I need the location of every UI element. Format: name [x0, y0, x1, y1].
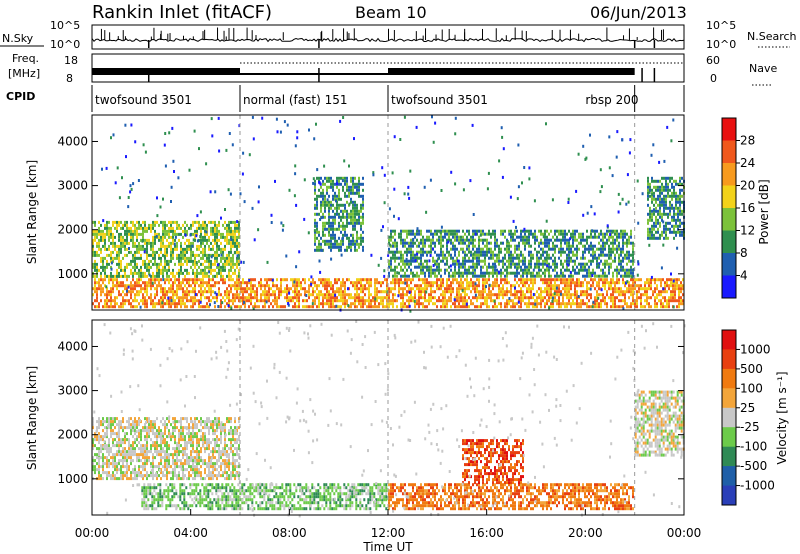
- freq-label-2: [MHz]: [8, 67, 40, 80]
- y-tick-label: 1000: [57, 267, 88, 281]
- x-tick-label: 00:00: [75, 526, 110, 540]
- colorbar-tick: 1000: [740, 342, 771, 356]
- colorbar-tick: 8: [740, 246, 748, 260]
- beam-title: Beam 10: [355, 3, 427, 22]
- colorbar-tick: 100: [740, 381, 763, 395]
- date-title: 06/Jun/2013: [590, 3, 687, 22]
- x-tick-label: 08:00: [272, 526, 307, 540]
- power-heatmap: [92, 115, 685, 313]
- y-tick-label: 1000: [57, 472, 88, 486]
- colorbar-tick: 25: [740, 401, 755, 415]
- nsky-tick-right-bottom: 10^0: [706, 38, 736, 51]
- nsky-tick-bottom: 10^0: [50, 38, 80, 51]
- nsky-trace: [91, 27, 685, 48]
- y-tick-label: 4000: [57, 134, 88, 148]
- velocity-y-axis: 1000 2000 3000 4000: [57, 339, 684, 486]
- colorbar-tick: -1000: [740, 479, 775, 493]
- nsky-tick-right-top: 10^5: [706, 19, 736, 32]
- x-tick-label: 20:00: [568, 526, 603, 540]
- velocity-heatmap: [92, 320, 686, 518]
- nave-tick-bottom: 0: [710, 72, 717, 85]
- power-y-axis: 1000 2000 3000 4000: [57, 134, 684, 281]
- colorbar-tick: 20: [740, 179, 755, 193]
- time-axis-label: Time UT: [362, 540, 413, 554]
- nsky-label: N.Sky: [2, 32, 34, 45]
- cpid-segment-label: twofsound 3501: [95, 93, 192, 107]
- colorbar-tick: 16: [740, 201, 755, 215]
- x-tick-label: 04:00: [173, 526, 208, 540]
- colorbar-tick: -500: [740, 459, 767, 473]
- nsky-panel: N.Sky 10^5 10^0 10^5 10^0 N.Search: [0, 19, 797, 51]
- velocity-colorbar: 1000 500 100 25 -25 -100 -500 -1000 Velocity [m…: [721, 329, 789, 506]
- station-title: Rankin Inlet (fitACF): [92, 2, 272, 23]
- colorbar-tick: 500: [740, 362, 763, 376]
- nave-label: Nave: [749, 62, 777, 75]
- power-panel: 1000 2000 3000 4000 Slant Range [km]: [25, 114, 685, 313]
- freq-tick-top: 18: [64, 54, 78, 67]
- freq-label-1: Freq.: [12, 52, 39, 65]
- y-tick-label: 2000: [57, 223, 88, 237]
- x-tick-label: 16:00: [469, 526, 504, 540]
- nsky-tick-top: 10^5: [50, 19, 80, 32]
- freq-tick-bottom: 8: [66, 72, 73, 85]
- cpid-label: CPID: [6, 90, 35, 103]
- x-tick-label: 12:00: [371, 526, 406, 540]
- colorbar-tick: 28: [740, 134, 755, 148]
- y-tick-label: 4000: [57, 339, 88, 353]
- colorbar-tick: -25: [740, 420, 760, 434]
- nsky-frame: [91, 24, 685, 50]
- y-tick-label: 3000: [57, 179, 88, 193]
- cpid-segment-label: twofsound 3501: [391, 93, 488, 107]
- colorbar-tick: 12: [740, 224, 755, 238]
- power-colorbar: 28 24 20 16 12 8 4 Power [dB]: [721, 117, 771, 299]
- power-ylabel: Slant Range [km]: [25, 160, 39, 264]
- velocity-ylabel: Slant Range [km]: [25, 366, 39, 470]
- cpid-segment-label: rbsp 200: [585, 93, 638, 107]
- power-colorbar-title: Power [dB]: [757, 179, 771, 244]
- cpid-segment-label: normal (fast) 151: [243, 93, 347, 107]
- colorbar-tick: -100: [740, 440, 767, 454]
- nsearch-label: N.Search: [747, 30, 797, 43]
- y-tick-label: 3000: [57, 384, 88, 398]
- freq-trace: [92, 62, 684, 82]
- y-tick-label: 2000: [57, 428, 88, 442]
- velocity-colorbar-title: Velocity [m s⁻¹]: [775, 371, 789, 464]
- nave-tick-top: 60: [706, 54, 720, 67]
- cpid-strip: CPID twofsound 3501 normal (fast) 151 twof…: [6, 85, 685, 112]
- colorbar-tick: 24: [740, 156, 755, 170]
- velocity-x-axis: 00:00 04:00 08:00 12:00 16:00 20:00 00:00: [75, 509, 702, 540]
- velocity-panel: 1000 2000 3000 4000 00:00 04:00 08:00 12:00 16:…: [25, 319, 702, 554]
- power-frame: [91, 114, 685, 311]
- x-tick-label: 00:00: [667, 526, 702, 540]
- freq-nave-panel: Freq. [MHz] 18 8 60 0 Nave: [8, 52, 777, 86]
- colorbar-tick: 4: [740, 269, 748, 283]
